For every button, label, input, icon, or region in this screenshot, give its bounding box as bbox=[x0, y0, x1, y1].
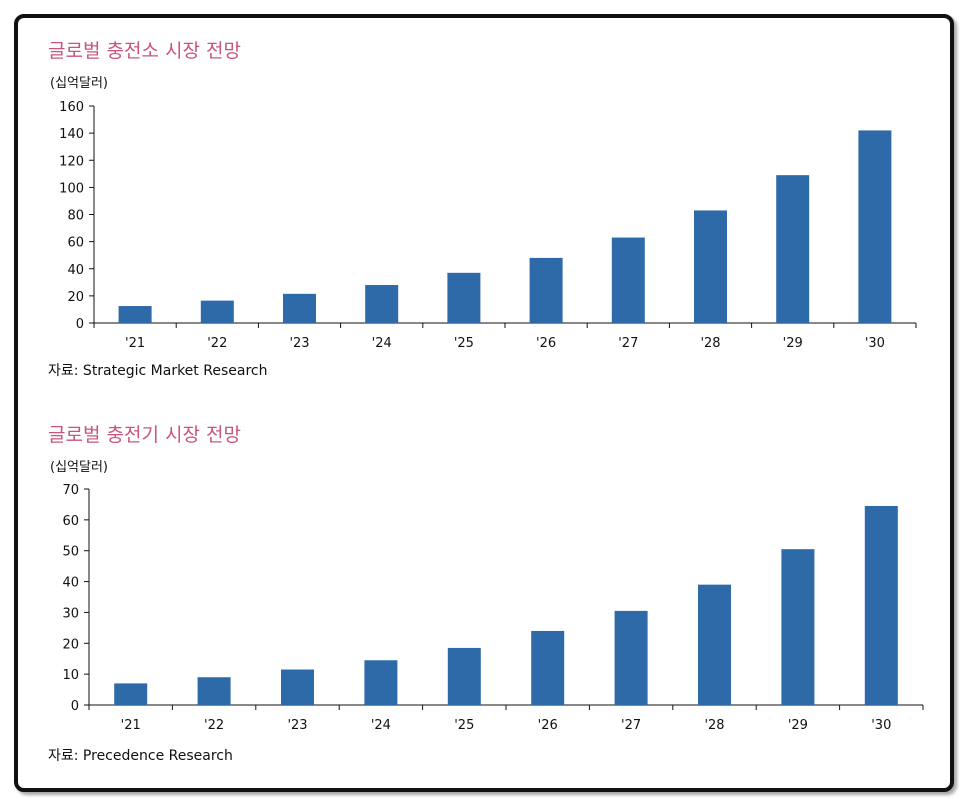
x-tick-label: '21 bbox=[121, 718, 141, 733]
bar bbox=[364, 660, 398, 705]
bar bbox=[611, 237, 645, 323]
x-tick-label: '28 bbox=[700, 336, 720, 351]
x-tick-label: '22 bbox=[204, 718, 224, 733]
bar bbox=[529, 257, 563, 323]
bar bbox=[200, 300, 234, 323]
y-tick-label: 40 bbox=[62, 576, 79, 591]
bar bbox=[781, 549, 815, 705]
x-tick-label: '25 bbox=[454, 718, 474, 733]
y-tick-label: 20 bbox=[62, 637, 79, 652]
x-tick-label: '30 bbox=[871, 718, 891, 733]
x-tick-label: '29 bbox=[788, 718, 808, 733]
x-tick-label: '23 bbox=[287, 718, 307, 733]
source-note: 자료: Precedence Research bbox=[48, 748, 233, 764]
y-tick-label: 30 bbox=[62, 606, 79, 621]
bar bbox=[864, 505, 898, 705]
bar bbox=[694, 210, 727, 323]
y-tick-label: 60 bbox=[62, 514, 79, 529]
x-tick-label: '26 bbox=[538, 718, 558, 733]
x-tick-label: '28 bbox=[704, 718, 724, 733]
y-axis-unit-label: (십억달러) bbox=[50, 76, 108, 91]
x-tick-label: '27 bbox=[618, 336, 638, 351]
source-note: 자료: Strategic Market Research bbox=[48, 363, 268, 379]
x-tick-label: '24 bbox=[372, 336, 392, 351]
y-tick-label: 10 bbox=[62, 668, 79, 683]
x-tick-label: '27 bbox=[621, 718, 641, 733]
x-tick-label: '29 bbox=[783, 336, 803, 351]
bar bbox=[447, 272, 481, 323]
y-tick-label: 50 bbox=[62, 545, 79, 560]
y-tick-label: 0 bbox=[76, 317, 84, 332]
bar bbox=[118, 306, 152, 323]
y-tick-label: 140 bbox=[59, 127, 84, 142]
y-tick-label: 20 bbox=[67, 290, 84, 305]
x-tick-label: '23 bbox=[289, 336, 309, 351]
y-tick-label: 70 bbox=[62, 483, 79, 498]
y-tick-label: 60 bbox=[67, 236, 84, 251]
x-tick-label: '21 bbox=[125, 336, 145, 351]
y-tick-label: 40 bbox=[67, 263, 84, 278]
x-tick-label: '30 bbox=[865, 336, 885, 351]
bar bbox=[531, 630, 565, 705]
y-axis-unit-label: (십억달러) bbox=[50, 460, 108, 475]
bar bbox=[283, 293, 316, 323]
x-tick-label: '22 bbox=[207, 336, 227, 351]
y-tick-label: 100 bbox=[59, 181, 84, 196]
y-tick-label: 0 bbox=[71, 699, 79, 714]
y-tick-label: 120 bbox=[59, 154, 84, 169]
chart-title-charging-station: 글로벌 충전소 시장 전망 bbox=[48, 40, 241, 62]
bar bbox=[114, 683, 148, 705]
x-tick-label: '25 bbox=[454, 336, 474, 351]
x-tick-label: '24 bbox=[371, 718, 391, 733]
bar bbox=[447, 647, 481, 705]
y-tick-label: 160 bbox=[59, 100, 84, 115]
bar bbox=[858, 130, 892, 323]
chart-title-charger: 글로벌 충전기 시장 전망 bbox=[48, 424, 241, 446]
bar bbox=[281, 669, 314, 705]
bar bbox=[197, 677, 231, 705]
x-tick-label: '26 bbox=[536, 336, 556, 351]
bar bbox=[776, 175, 810, 323]
y-tick-label: 80 bbox=[67, 209, 84, 224]
bar bbox=[614, 610, 648, 705]
bar bbox=[698, 584, 731, 705]
bar bbox=[365, 285, 399, 323]
